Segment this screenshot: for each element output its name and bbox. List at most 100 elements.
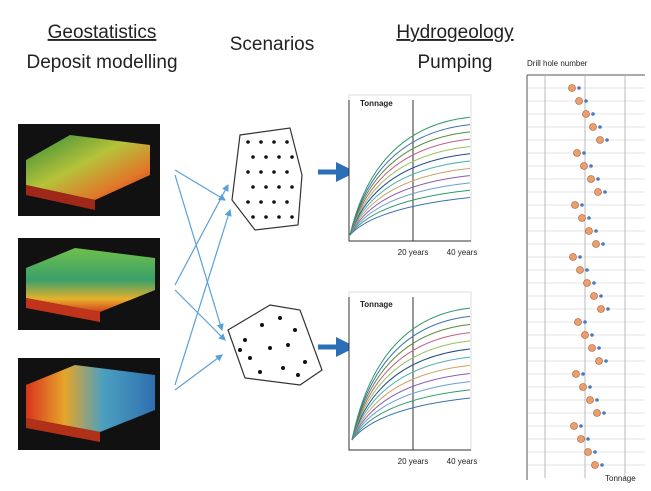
marker (605, 138, 609, 142)
scenario (228, 305, 322, 385)
point (285, 200, 289, 204)
heading: Hydrogeology (396, 22, 514, 43)
point (290, 185, 294, 189)
marker (581, 372, 585, 376)
point (285, 170, 289, 174)
block-model (18, 238, 160, 330)
marker (580, 203, 584, 207)
marker (585, 449, 592, 456)
marker (588, 385, 592, 389)
marker (577, 267, 584, 274)
point (264, 215, 268, 219)
marker (584, 99, 588, 103)
point (251, 155, 255, 159)
marker (598, 125, 602, 129)
marker (596, 177, 600, 181)
marker (573, 371, 580, 378)
heading: Scenarios (230, 34, 315, 55)
chart-panel: Tonnage 20 years 40 years (349, 292, 477, 466)
tick-label: 20 years (398, 457, 429, 466)
point (259, 170, 263, 174)
heading: Deposit modelling (26, 52, 177, 73)
marker (592, 462, 599, 469)
point (293, 328, 297, 332)
point (281, 366, 285, 370)
point (246, 140, 250, 144)
tick-label: 40 years (447, 457, 478, 466)
point (264, 155, 268, 159)
marker (586, 228, 593, 235)
connector (175, 170, 230, 390)
block-model (18, 124, 160, 216)
point (303, 360, 307, 364)
marker (584, 280, 591, 287)
marker (569, 85, 576, 92)
point (268, 346, 272, 350)
marker (585, 268, 589, 272)
marker (594, 410, 601, 417)
marker (593, 450, 597, 454)
point (246, 170, 250, 174)
marker (587, 397, 594, 404)
marker (582, 151, 586, 155)
marker (587, 216, 591, 220)
point (246, 200, 250, 204)
marker (596, 358, 603, 365)
marker (597, 346, 601, 350)
marker (577, 86, 581, 90)
heading: Pumping (418, 52, 493, 73)
marker (580, 384, 587, 391)
marker (574, 150, 581, 157)
point (272, 170, 276, 174)
marker (606, 307, 610, 311)
point (277, 185, 281, 189)
marker (583, 111, 590, 118)
marker (571, 423, 578, 430)
point (272, 140, 276, 144)
marker (581, 163, 588, 170)
point (278, 316, 282, 320)
point (258, 370, 262, 374)
marker (575, 319, 582, 326)
point (286, 343, 290, 347)
marker (582, 332, 589, 339)
marker (601, 242, 605, 246)
block-model (18, 358, 160, 450)
marker (597, 137, 604, 144)
marker (578, 436, 585, 443)
marker (589, 345, 596, 352)
point (259, 140, 263, 144)
panel-title: Drill hole number (527, 59, 588, 68)
point (296, 373, 300, 377)
marker (604, 359, 608, 363)
chart-panel: Tonnage 20 years 40 years (349, 95, 477, 257)
marker (599, 294, 603, 298)
marker (579, 215, 586, 222)
point (277, 215, 281, 219)
marker (586, 437, 590, 441)
tick-label: 20 years (398, 248, 429, 257)
heading: Geostatistics (48, 22, 157, 43)
marker (590, 124, 597, 131)
marker (592, 281, 596, 285)
point (290, 215, 294, 219)
point (238, 348, 242, 352)
marker (603, 190, 607, 194)
side-panel: Drill hole number Tonnage (527, 59, 645, 483)
marker (591, 293, 598, 300)
point (248, 356, 252, 360)
marker (589, 164, 593, 168)
axis-label: Tonnage (360, 300, 393, 309)
point (285, 140, 289, 144)
marker (583, 320, 587, 324)
marker (602, 411, 606, 415)
marker (590, 333, 594, 337)
marker (598, 306, 605, 313)
marker (594, 229, 598, 233)
marker (595, 398, 599, 402)
scenario (232, 128, 302, 230)
marker (588, 176, 595, 183)
point (290, 155, 294, 159)
marker (572, 202, 579, 209)
marker (591, 112, 595, 116)
